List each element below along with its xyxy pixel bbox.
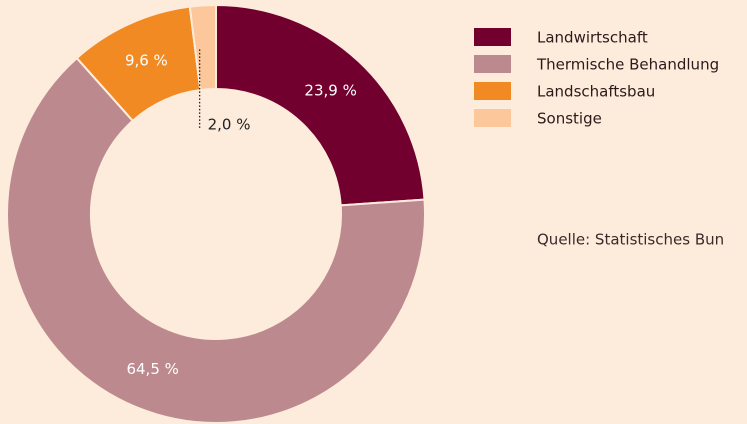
legend-swatch bbox=[474, 28, 511, 46]
donut-segment bbox=[215, 3, 426, 207]
legend-swatch bbox=[474, 55, 511, 73]
legend-label: Landwirtschaft bbox=[537, 29, 648, 47]
legend-swatch bbox=[474, 82, 511, 100]
donut-segment bbox=[188, 3, 217, 92]
data-label: 23,9 % bbox=[304, 82, 356, 100]
data-label: 2,0 % bbox=[208, 116, 251, 134]
data-label: 9,6 % bbox=[125, 52, 168, 70]
legend-label: Sonstige bbox=[537, 110, 602, 128]
data-label: 64,5 % bbox=[126, 360, 178, 378]
donut-segment bbox=[6, 56, 426, 424]
source: Quelle: Statistisches Bun bbox=[537, 231, 724, 249]
legend-label: Landschaftsbau bbox=[537, 83, 655, 101]
legend-label: Thermische Behandlung bbox=[536, 56, 719, 74]
legend-swatch bbox=[474, 109, 511, 127]
